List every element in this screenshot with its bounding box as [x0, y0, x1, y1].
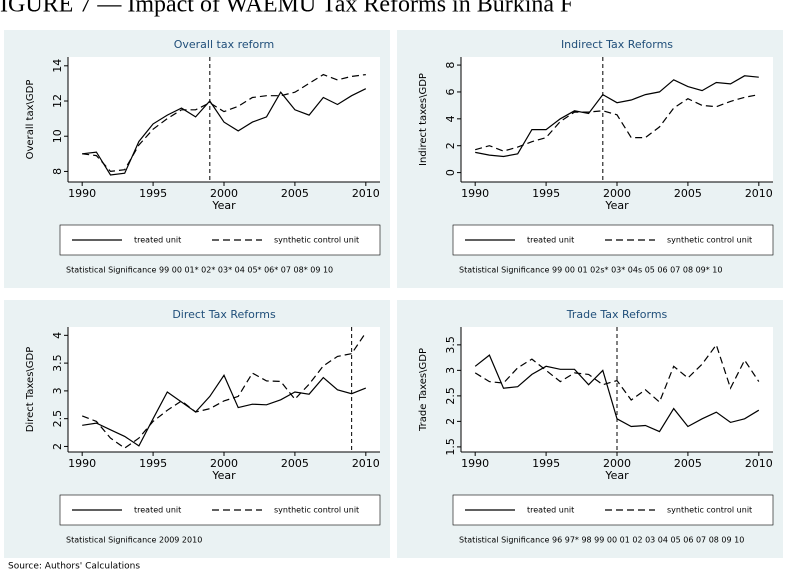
x-tick-label: 1990 [461, 457, 489, 470]
y-tick-label: 8 [444, 62, 457, 69]
legend-label: treated unit [527, 236, 574, 245]
x-tick-label: 2010 [745, 187, 773, 200]
y-tick-label: 3 [444, 367, 457, 374]
y-axis-title: Trade Taxes\GDP [418, 348, 429, 432]
panel-title: Trade Tax Reforms [566, 308, 668, 321]
source-note: Source: Authors' Calculations [8, 562, 140, 572]
y-tick-label: 0 [444, 169, 457, 176]
x-tick-label: 1990 [68, 457, 96, 470]
x-tick-label: 1995 [139, 457, 167, 470]
x-tick-label: 2010 [352, 457, 380, 470]
x-tick-label: 1995 [532, 457, 560, 470]
panel: Direct Tax Reforms 2 2.5 3 3.5 4 1990 1995 2000 2… [4, 300, 390, 558]
x-tick-label: 1990 [461, 187, 489, 200]
panel: Indirect Tax Reforms 0 2 4 6 8 1990 1995 2000 200… [397, 30, 783, 288]
series-line [82, 73, 366, 173]
x-tick-label: 2010 [352, 187, 380, 200]
y-tick-label: 2 [444, 418, 457, 425]
x-tick-label: 1995 [532, 187, 560, 200]
x-tick-label: 2000 [603, 187, 631, 200]
y-tick-label: 2.5 [444, 387, 457, 405]
y-axis-title: Overall tax\GDP [25, 80, 36, 160]
series-line [474, 343, 760, 404]
legend-label: treated unit [134, 506, 181, 515]
y-tick-label: 4 [444, 115, 457, 122]
y-tick-label: 14 [51, 59, 64, 73]
y-tick-label: 3 [51, 387, 64, 394]
panel-title: Overall tax reform [174, 38, 275, 51]
significance-note: Statistical Significance 99 00 01* 02* 0… [66, 266, 333, 275]
y-tick-label: 12 [51, 94, 64, 108]
plot-area [68, 327, 380, 452]
legend-label: synthetic control unit [667, 236, 752, 245]
panel: Trade Tax Reforms 1.5 2 2.5 3 3.5 1990 1995 2000… [397, 300, 783, 558]
panel-title: Indirect Tax Reforms [561, 38, 673, 51]
legend-label: synthetic control unit [274, 236, 359, 245]
x-tick-label: 2000 [210, 457, 238, 470]
significance-note: Statistical Significance 2009 2010 [66, 536, 202, 545]
y-tick-label: 2 [444, 142, 457, 149]
x-tick-label: 2000 [210, 187, 238, 200]
series-line [475, 94, 759, 152]
significance-note: Statistical Significance 96 97* 98 99 00… [459, 536, 744, 545]
x-tick-label: 1990 [68, 187, 96, 200]
x-tick-label: 1995 [139, 187, 167, 200]
y-tick-label: 6 [444, 88, 457, 95]
x-tick-label: 2010 [745, 457, 773, 470]
y-tick-label: 10 [51, 129, 64, 143]
y-tick-label: 2 [51, 443, 64, 450]
x-tick-label: 2005 [674, 457, 702, 470]
x-tick-label: 2000 [603, 457, 631, 470]
x-tick-label: 2005 [281, 457, 309, 470]
legend-label: treated unit [134, 236, 181, 245]
y-tick-label: 8 [51, 168, 64, 175]
figure-header: IGURE 7 — Impact of WAEMU Tax Reforms in… [0, 0, 573, 18]
y-tick-label: 2.5 [51, 410, 64, 428]
series-line [474, 354, 760, 433]
plot-area [461, 327, 773, 452]
x-axis-title: Year [604, 199, 629, 212]
y-tick-label: 3.5 [444, 336, 457, 354]
y-tick-label: 4 [51, 332, 64, 339]
y-tick-label: 1.5 [444, 438, 457, 456]
plot-area [461, 57, 773, 182]
series-line [82, 374, 367, 447]
x-tick-label: 2005 [674, 187, 702, 200]
x-axis-title: Year [211, 199, 236, 212]
legend-label: treated unit [527, 506, 574, 515]
y-axis-title: Direct Taxes\GDP [25, 347, 36, 433]
x-axis-title: Year [604, 469, 629, 482]
y-tick-label: 3.5 [51, 354, 64, 372]
panel: Overall tax reform 8 10 12 14 1990 1995 2000 200… [4, 30, 390, 288]
significance-note: Statistical Significance 99 00 01 02s* 0… [459, 266, 722, 275]
x-tick-label: 2005 [281, 187, 309, 200]
y-axis-title: Indirect taxes\GDP [418, 73, 429, 166]
series-line [81, 332, 367, 449]
panel-title: Direct Tax Reforms [172, 308, 276, 321]
legend-label: synthetic control unit [667, 506, 752, 515]
legend-label: synthetic control unit [274, 506, 359, 515]
plot-area [68, 57, 380, 182]
x-axis-title: Year [211, 469, 236, 482]
